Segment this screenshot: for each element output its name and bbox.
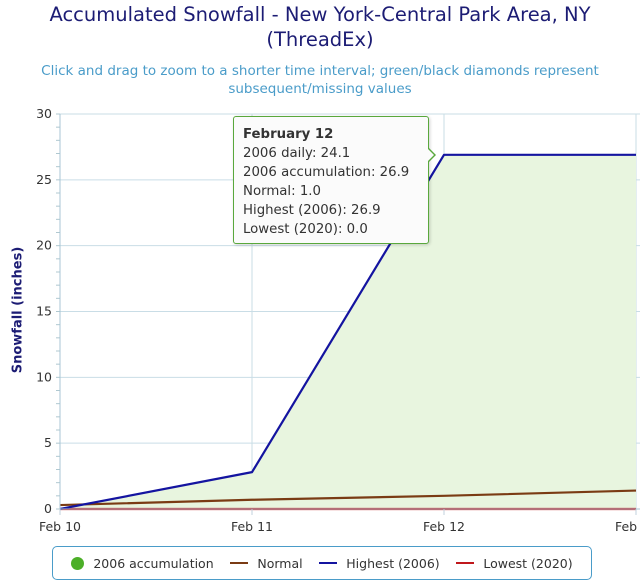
green-dot-icon (71, 556, 85, 570)
x-tick-label: Feb 10 (39, 519, 81, 534)
legend-item-highest[interactable]: Highest (2006) (319, 555, 440, 571)
y-tick-label: 10 (36, 369, 52, 384)
chart-title: Accumulated Snowfall - New York-Central … (49, 3, 591, 51)
y-tick-label: 0 (44, 501, 52, 516)
brown-line-icon (230, 562, 249, 564)
chart-plot[interactable]: 0 5 10 15 20 25 30 Feb 10 Feb 11 Feb 12 Feb 13 (0, 0, 640, 540)
legend-label: Lowest (2020) (483, 555, 573, 571)
x-tick-label: Feb 12 (423, 519, 465, 534)
legend-label: 2006 accumulation (93, 555, 214, 571)
legend-label: Normal (257, 555, 303, 571)
accumulation-area (60, 154, 636, 510)
axes: 0 5 10 15 20 25 30 Feb 10 Feb 11 Feb 12 Feb 13 (36, 106, 640, 534)
tooltip-line: 2006 daily: 24.1 (243, 146, 351, 161)
legend: 2006 accumulation Normal Highest (2006) … (52, 546, 592, 580)
y-tick-label: 30 (36, 106, 52, 121)
tooltip-line: Lowest (2020): 0.0 (243, 222, 368, 237)
tooltip-line: Highest (2006): 26.9 (243, 203, 381, 218)
tooltip: February 12 2006 daily: 24.1 2006 accumu… (233, 116, 429, 244)
tooltip-title: February 12 (243, 127, 334, 142)
blue-line-icon (319, 562, 338, 564)
tooltip-pointer-fill (427, 148, 434, 162)
x-tick-label: Feb 11 (231, 519, 273, 534)
accumulation-area-fill (60, 154, 636, 510)
legend-label: Highest (2006) (346, 555, 440, 571)
y-tick-label: 15 (36, 304, 52, 319)
legend-item-lowest[interactable]: Lowest (2020) (456, 555, 573, 571)
tooltip-line: Normal: 1.0 (243, 184, 321, 199)
legend-item-normal[interactable]: Normal (230, 555, 303, 571)
tooltip-line: 2006 accumulation: 26.9 (243, 165, 410, 180)
chart-subtitle: Click and drag to zoom to a shorter time… (41, 63, 599, 97)
y-tick-label: 5 (44, 435, 52, 450)
y-tick-label: 20 (36, 238, 52, 253)
legend-item-accumulation[interactable]: 2006 accumulation (71, 555, 214, 571)
x-tick-label: Feb 13 (615, 519, 640, 534)
series-line (59, 153, 636, 511)
red-line-icon (456, 562, 475, 564)
y-tick-label: 25 (36, 172, 52, 187)
series-line (59, 489, 637, 507)
